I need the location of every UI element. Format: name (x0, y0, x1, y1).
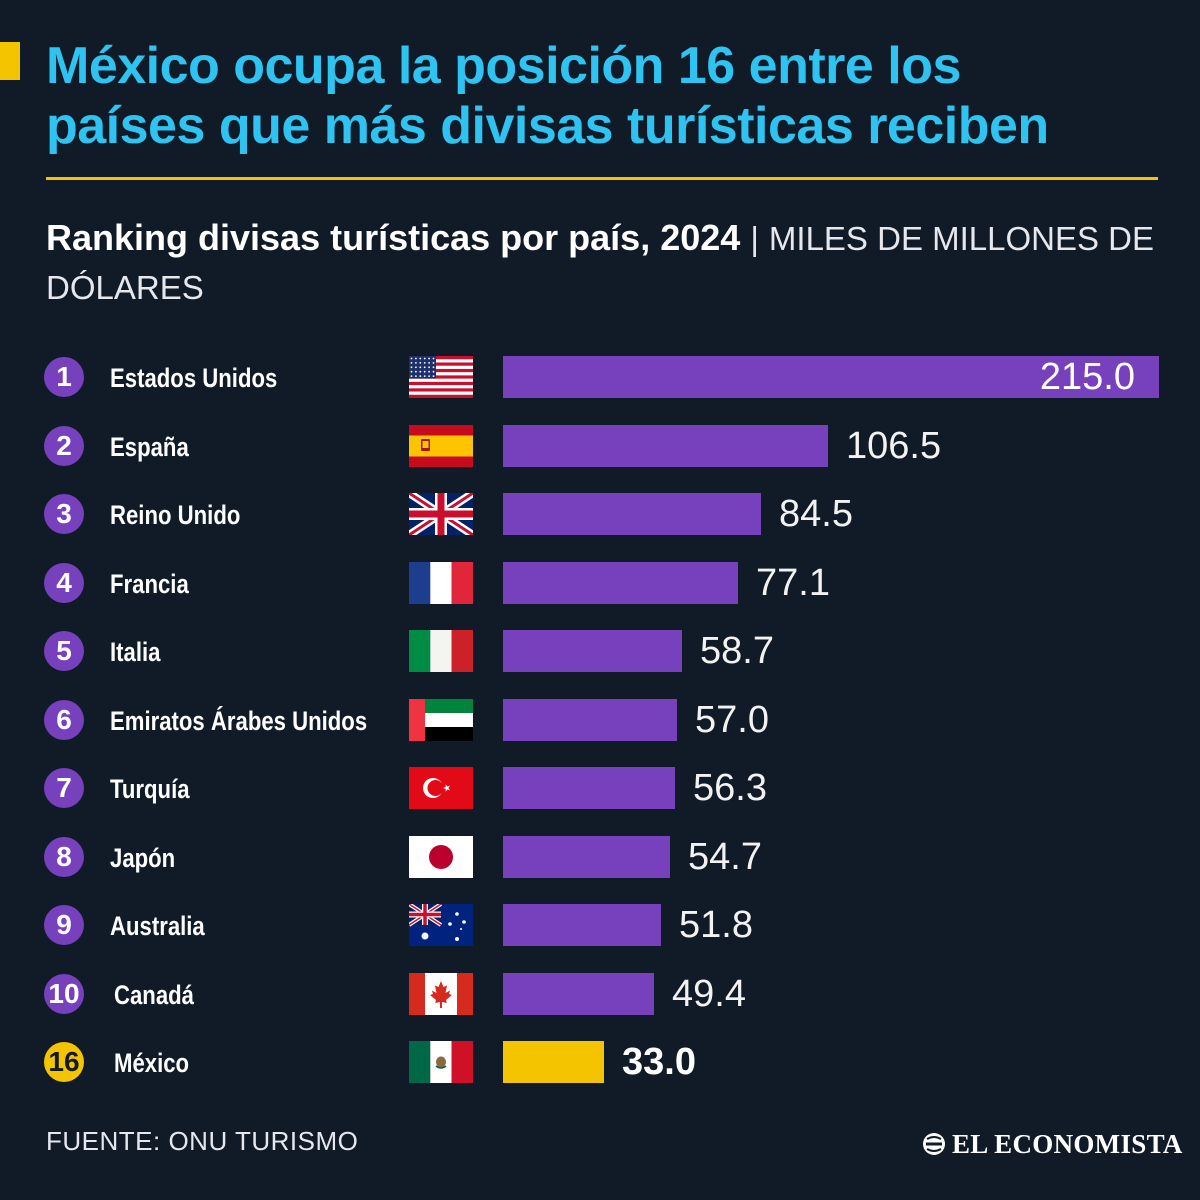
chart-row: 4 Francia 77.1 (0, 546, 1200, 614)
value-label: 84.5 (779, 493, 853, 535)
rank-badge: 8 (44, 836, 84, 877)
rank-badge: 16 (44, 1042, 84, 1082)
country-label: Estados Unidos (110, 363, 278, 393)
logo-text: EL ECONOMISTA (952, 1128, 1183, 1159)
country-label: Turquía (110, 774, 190, 804)
chart-row: 8 Japón 54.7 (0, 820, 1200, 888)
rank-badge: 9 (44, 905, 84, 945)
jp-flag-icon (409, 835, 473, 878)
es-flag-icon (409, 424, 473, 467)
country-label: Canadá (114, 979, 194, 1010)
el-economista-logo-icon (923, 1133, 945, 1155)
rank-badge: 6 (44, 699, 84, 740)
value-label: 56.3 (693, 767, 767, 809)
mx-flag-icon (409, 1041, 473, 1083)
rank-badge: 7 (44, 768, 84, 808)
value-label: 106.5 (846, 424, 942, 467)
value-label: 49.4 (672, 972, 746, 1015)
headline-line-2: países que más divisas turísticas recibe… (46, 97, 1049, 155)
subtitle-separator: | (750, 220, 759, 257)
rank-badge: 4 (44, 562, 84, 603)
bar (503, 698, 677, 741)
bar-chart: 1 Estados Unidos 215.0 2 España 106.5 3 Reino U… (0, 340, 1200, 1100)
country-label: Emiratos Árabes Unidos (110, 705, 368, 736)
value-label: 51.8 (679, 904, 753, 946)
headline-line-1: México ocupa la posición 16 entre los (46, 37, 961, 95)
el-economista-logo: EL ECONOMISTA (922, 1126, 1183, 1162)
fr-flag-icon (409, 561, 473, 604)
gb-flag-icon (409, 493, 473, 535)
bar (503, 767, 675, 809)
chart-subtitle: Ranking divisas turísticas por país, 202… (46, 214, 1156, 312)
it-flag-icon (409, 630, 473, 672)
chart-title: Ranking divisas turísticas por país, 202… (46, 217, 741, 258)
rank-badge: 3 (44, 494, 84, 534)
tr-flag-icon (409, 767, 473, 809)
value-label: 54.7 (688, 835, 762, 878)
country-label: Italia (110, 637, 161, 667)
chart-row: 16 México 33.0 (0, 1025, 1200, 1093)
rank-badge: 1 (44, 357, 84, 397)
country-label: Francia (110, 568, 189, 599)
country-label: Japón (110, 842, 176, 873)
chart-unit: MILES DE MILLONES DE DÓLARES (46, 220, 1155, 306)
au-flag-icon (409, 904, 473, 946)
bar (503, 972, 654, 1015)
source-note: FUENTE: ONU TURISMO (46, 1126, 359, 1156)
value-label: 215.0 (1039, 356, 1135, 398)
chart-row: 5 Italia 58.7 (0, 614, 1200, 682)
rank-badge: 2 (44, 425, 84, 466)
rank-badge: 5 (44, 631, 84, 671)
bar (503, 835, 670, 878)
ae-flag-icon (409, 698, 473, 741)
chart-row: 6 Emiratos Árabes Unidos 57.0 (0, 683, 1200, 751)
chart-row: 2 España 106.5 (0, 409, 1200, 477)
country-label: Australia (110, 911, 205, 941)
chart-row: 10 Canadá 49.4 (0, 957, 1200, 1025)
bar (503, 561, 738, 604)
rank-badge: 10 (44, 973, 84, 1014)
ca-flag-icon (409, 972, 473, 1015)
chart-row: 9 Australia 51.8 (0, 888, 1200, 956)
value-label: 77.1 (756, 561, 830, 604)
bar (503, 356, 1159, 398)
value-label: 58.7 (700, 630, 774, 672)
value-label: 33.0 (622, 1041, 696, 1083)
headline: México ocupa la posición 16 entre los pa… (46, 36, 1166, 156)
headline-divider (46, 177, 1158, 180)
headline-accent-tab (0, 42, 20, 80)
bar (503, 1041, 604, 1083)
country-label: México (114, 1048, 190, 1078)
value-label: 57.0 (695, 698, 769, 741)
bar (503, 493, 761, 535)
chart-row: 1 Estados Unidos 215.0 (0, 340, 1200, 408)
country-label: España (110, 431, 189, 462)
bar (503, 630, 682, 672)
chart-row: 7 Turquía 56.3 (0, 751, 1200, 819)
bar (503, 424, 828, 467)
country-label: Reino Unido (110, 500, 241, 530)
chart-row: 3 Reino Unido 84.5 (0, 477, 1200, 545)
us-flag-icon (409, 356, 473, 398)
bar (503, 904, 661, 946)
